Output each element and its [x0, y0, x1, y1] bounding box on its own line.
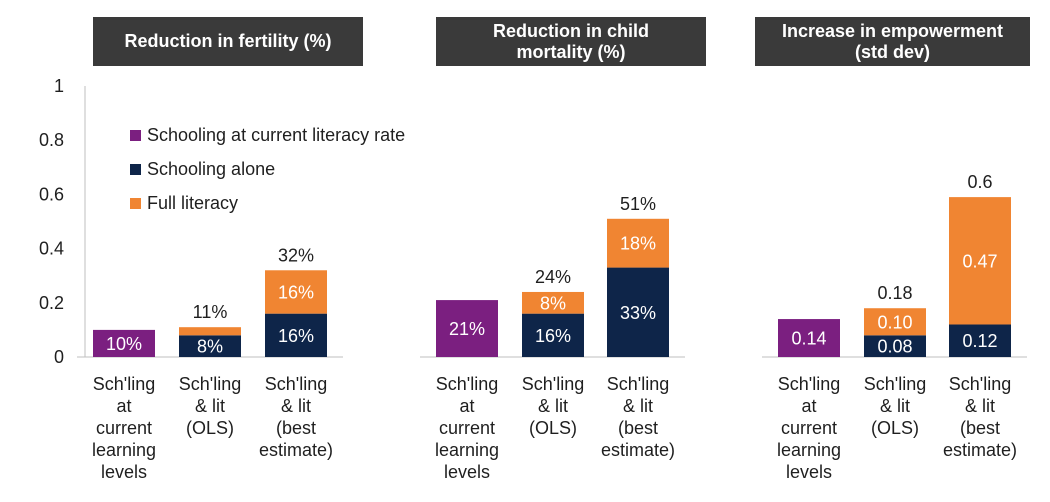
legend-swatch-schooling-current: [130, 129, 141, 141]
bar-segment: [949, 197, 1011, 325]
bar-total-label: 0.6: [967, 172, 992, 192]
category-label-line: (best: [276, 418, 316, 438]
category-label-line: learning: [92, 440, 156, 460]
bar-segment-label: 16%: [278, 282, 314, 302]
legend-label-full-literacy: Full literacy: [147, 192, 239, 213]
bar-segment: [179, 335, 241, 357]
panel-title-child-mortality-line-1: Reduction in child: [493, 20, 649, 41]
category-label-line: & lit: [195, 396, 225, 416]
category-label-line: (best: [960, 418, 1000, 438]
y-tick-label: 0: [54, 347, 64, 367]
category-label-line: Sch'ling: [949, 374, 1011, 394]
category-label-line: & lit: [538, 396, 568, 416]
bars-layer: 10% 8% 11% 16% 16% 32% 21% 16% 8% 24% 33% 18% 51% 0.1…: [77, 172, 1027, 358]
bar-segment: [265, 270, 327, 314]
legend-swatch-schooling-alone: [130, 163, 141, 175]
bar-segment-label: 10%: [106, 334, 142, 354]
category-label-line: & lit: [880, 396, 910, 416]
y-tick-label: 0.2: [39, 293, 64, 313]
bar-segment-label: 21%: [449, 319, 485, 339]
category-label-line: current: [439, 418, 495, 438]
category-label-line: learning: [435, 440, 499, 460]
panel-title-empowerment: Increase in empowerment (std dev): [755, 17, 1030, 66]
bar-segment: [864, 308, 926, 336]
panel-title-empowerment-line-2: (std dev): [854, 41, 930, 62]
category-label-line: estimate): [259, 440, 333, 460]
category-labels-layer: Sch'lingatcurrentlearninglevelsSch'ling&…: [92, 374, 1017, 482]
bar-total-label: 11%: [193, 302, 228, 322]
category-label-line: & lit: [623, 396, 653, 416]
bar-segment: [93, 329, 155, 357]
legend-item-schooling-current: Schooling at current literacy rate: [130, 118, 405, 152]
bar-segment-label: 0.47: [962, 251, 997, 271]
category-label-line: (OLS): [529, 418, 577, 438]
bar-segment: [436, 300, 498, 357]
category-label-line: at: [459, 396, 474, 416]
bar-segment-label: 16%: [535, 326, 571, 346]
panel-title-child-mortality-line-2: mortality (%): [516, 41, 626, 62]
category-label-line: estimate): [943, 440, 1017, 460]
panel-title-empowerment-line-1: Increase in empowerment: [781, 20, 1004, 41]
bar-segment: [778, 319, 840, 357]
bar-segment-label: 0.12: [962, 331, 997, 351]
legend-label-schooling-current: Schooling at current literacy rate: [147, 124, 406, 145]
category-label-line: (OLS): [871, 418, 919, 438]
category-label-line: levels: [101, 462, 147, 482]
legend-item-schooling-alone: Schooling alone: [130, 152, 405, 186]
category-label-line: & lit: [281, 396, 311, 416]
category-label-line: current: [781, 418, 837, 438]
category-label-line: Sch'ling: [778, 374, 840, 394]
bar-segment-label: 8%: [197, 337, 223, 357]
bar-segment: [179, 327, 241, 336]
bar-total-label: 0.18: [877, 283, 912, 303]
category-label-line: estimate): [601, 440, 675, 460]
y-tick-label: 0.8: [39, 130, 64, 150]
panel-title-fertility: Reduction in fertility (%): [93, 17, 363, 66]
category-label-line: & lit: [965, 396, 995, 416]
bar-segment-label: 33%: [620, 303, 656, 323]
bar-segment-label: 0.08: [877, 337, 912, 357]
category-label-line: levels: [786, 462, 832, 482]
y-axis: 0 0.2 0.4 0.6 0.8 1: [39, 76, 86, 367]
category-label-line: Sch'ling: [864, 374, 926, 394]
bar-segment: [607, 218, 669, 268]
bar-segment-label: 0.10: [877, 312, 912, 332]
bar-segment-label: 16%: [278, 326, 314, 346]
category-label-line: at: [801, 396, 816, 416]
bar-segment-label: 0.14: [791, 329, 826, 349]
legend-swatch-full-literacy: [130, 197, 141, 209]
panel-title-child-mortality: Reduction in child mortality (%): [436, 17, 706, 66]
legend: Schooling at current literacy rate Schoo…: [130, 118, 405, 220]
category-label-line: at: [116, 396, 131, 416]
category-label-line: Sch'ling: [436, 374, 498, 394]
category-label-line: Sch'ling: [93, 374, 155, 394]
category-label-line: Sch'ling: [522, 374, 584, 394]
panel-title-fertility-text: Reduction in fertility (%): [124, 31, 332, 51]
category-label-line: Sch'ling: [265, 374, 327, 394]
category-label-line: levels: [444, 462, 490, 482]
bar-segment-label: 8%: [540, 293, 566, 313]
bar-total-label: 24%: [535, 267, 571, 287]
category-label-line: (best: [618, 418, 658, 438]
bar-segment: [949, 324, 1011, 357]
category-label-line: Sch'ling: [179, 374, 241, 394]
category-label-line: learning: [777, 440, 841, 460]
bar-segment: [265, 313, 327, 357]
y-tick-label: 1: [54, 76, 64, 96]
legend-item-full-literacy: Full literacy: [130, 186, 405, 220]
y-tick-label: 0.4: [39, 239, 64, 259]
bar-total-label: 32%: [278, 245, 314, 265]
category-label-line: (OLS): [186, 418, 234, 438]
bar-segment: [522, 313, 584, 357]
legend-label-schooling-alone: Schooling alone: [147, 158, 276, 179]
bar-total-label: 51%: [620, 194, 656, 214]
bar-segment: [607, 267, 669, 357]
category-label-line: Sch'ling: [607, 374, 669, 394]
bar-segment: [522, 291, 584, 314]
category-label-line: current: [96, 418, 152, 438]
bar-segment: [864, 335, 926, 357]
y-tick-label: 0.6: [39, 184, 64, 204]
bar-segment-label: 18%: [620, 234, 656, 254]
